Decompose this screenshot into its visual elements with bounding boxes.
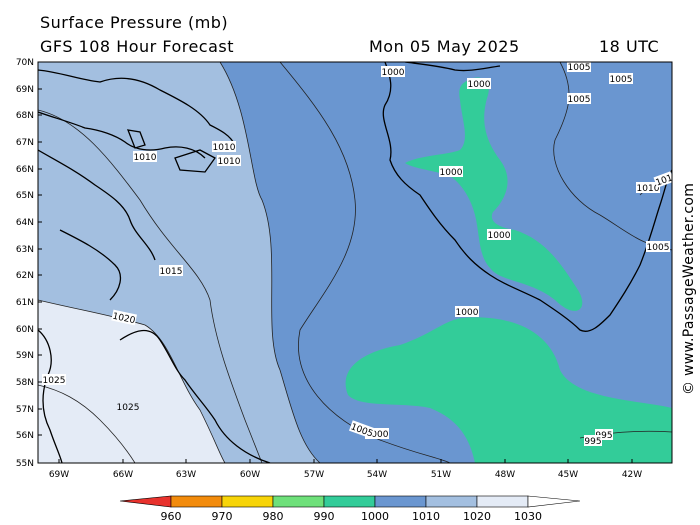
lat-tick-label: 66N (16, 165, 34, 175)
legend-label: 1020 (463, 510, 491, 523)
lon-tick-label: 66W (113, 470, 133, 480)
coastlines (38, 62, 672, 463)
longitude-axis: 69W 66W 63W 60W 57W 54W 51W 48W 45W 42W (49, 470, 642, 480)
lon-tick-label: 51W (431, 470, 451, 480)
legend-label: 970 (212, 510, 233, 523)
legend-swatch (323, 495, 376, 508)
latitude-ticks (38, 88, 42, 436)
isobar-label: 1000 (456, 308, 479, 318)
isobar-label: 1000 (366, 430, 389, 440)
lat-tick-label: 67N (16, 138, 34, 148)
map-title: Surface Pressure (mb) (40, 13, 229, 32)
isobar-label: 1005 (568, 63, 591, 73)
lon-tick-label: 60W (240, 470, 260, 480)
isobar-label: 1015 (160, 267, 183, 277)
pressure-legend: 960 970 980 990 1000 1010 1020 1030 (119, 495, 581, 523)
longitude-ticks (58, 459, 633, 463)
lat-tick-label: 60N (16, 325, 34, 335)
lat-tick-label: 57N (16, 405, 34, 415)
lat-tick-label: 70N (16, 58, 34, 68)
legend-label: 990 (314, 510, 335, 523)
isobar-label: 1000 (440, 168, 463, 178)
coast-greenland-north (404, 62, 501, 72)
isobar-label: 1000 (382, 68, 405, 78)
lat-tick-label: 59N (16, 351, 34, 361)
isobar-1020 (38, 299, 226, 463)
pressure-fill (38, 62, 672, 463)
isobar-label: 1000 (468, 80, 491, 90)
coast-hudson-strait (59, 229, 122, 301)
legend-swatch (272, 495, 325, 508)
legend-swatch (374, 495, 427, 508)
coast-greenland (382, 62, 672, 332)
lat-tick-label: 63N (16, 245, 34, 255)
isobar-label: 1000 (488, 231, 511, 241)
lon-tick-label: 45W (558, 470, 578, 480)
isobar-labels: 1000 1000 1005 1005 1005 1010 1010 1010 … (42, 61, 675, 447)
lat-tick-label: 55N (16, 459, 34, 469)
map-frame (37, 61, 673, 464)
credit-label: © www.PassageWeather.com (681, 182, 697, 395)
isobar-label: 1010 (637, 184, 660, 194)
lat-tick-label: 68N (16, 111, 34, 121)
lat-tick-label: 69N (16, 85, 34, 95)
isobar-label: 1020 (112, 312, 137, 327)
coast-labrador-west (38, 329, 63, 463)
isobar-label: 995 (584, 437, 601, 447)
legend-swatch (170, 495, 223, 508)
legend-label: 980 (263, 510, 284, 523)
forecast-date: Mon 05 May 2025 (369, 37, 520, 56)
coast-island-2 (174, 149, 216, 173)
pressure-band-1020-1030 (38, 300, 225, 463)
isobar-label: 995 (595, 431, 612, 441)
forecast-time: 18 UTC (599, 37, 660, 56)
isobar-label: 1005 (647, 243, 670, 253)
isobar-1010 (219, 62, 321, 463)
forecast-label: GFS 108 Hour Forecast (40, 37, 235, 56)
coast-baffin-north (38, 69, 236, 146)
isobar-label: 1025 (43, 376, 66, 386)
isobar-1015 (38, 109, 263, 463)
lat-tick-label: 58N (16, 378, 34, 388)
pressure-band-995-1000-greenland (405, 77, 583, 311)
legend-swatch (425, 495, 478, 508)
legend-swatch (221, 495, 274, 508)
lat-tick-label: 64N (16, 218, 34, 228)
lon-tick-label: 54W (367, 470, 387, 480)
coast-island-1 (126, 129, 146, 149)
latitude-axis: 70N 69N 68N 67N 66N 65N 64N 63N 62N 61N … (16, 58, 34, 469)
legend-swatch-low (119, 495, 172, 508)
isobar-label: 1025 (117, 403, 140, 413)
lat-tick-label: 56N (16, 431, 34, 441)
legend-swatch-high (527, 495, 581, 508)
coast-baffin-mid (38, 111, 206, 159)
isobar-label: 1005 (610, 75, 633, 85)
isobar-label: 1010 (218, 157, 241, 167)
isobar-1025 (38, 384, 136, 463)
lon-tick-label: 63W (176, 470, 196, 480)
isobar-label: 1005 (568, 95, 591, 105)
legend-label: 1030 (514, 510, 542, 523)
legend-label: 1010 (412, 510, 440, 523)
pressure-band-995-1000-south (345, 317, 672, 463)
lat-tick-label: 65N (16, 191, 34, 201)
lon-tick-label: 69W (49, 470, 69, 480)
lon-tick-label: 42W (622, 470, 642, 480)
isobar-1005 (279, 62, 451, 463)
lat-tick-label: 61N (16, 298, 34, 308)
coast-baffin-south (38, 149, 156, 261)
legend-swatch (476, 495, 529, 508)
isobar-label: 1010 (213, 143, 236, 153)
isobar-label: 1010 (134, 153, 157, 163)
legend-label: 1000 (361, 510, 389, 523)
lat-tick-label: 62N (16, 271, 34, 281)
legend-label: 960 (161, 510, 182, 523)
lon-tick-label: 57W (304, 470, 324, 480)
coast-labrador (119, 329, 271, 463)
lon-tick-label: 48W (495, 470, 515, 480)
